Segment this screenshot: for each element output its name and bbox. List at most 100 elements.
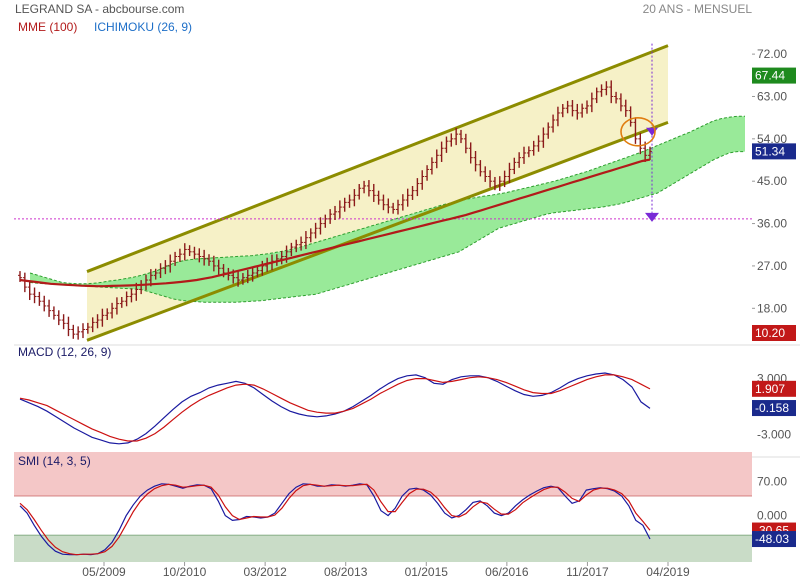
candle <box>303 231 308 250</box>
candle <box>318 217 323 235</box>
candle <box>37 291 42 306</box>
smi-signal-line <box>19 483 651 556</box>
x-tick-label: 11/2017 <box>566 565 609 579</box>
candle <box>240 273 245 285</box>
candle <box>439 141 444 162</box>
price-badge-last: 51.34 <box>755 144 785 158</box>
price-tick-label: 72.00 <box>757 47 787 61</box>
candle <box>250 266 255 282</box>
candle <box>614 91 619 104</box>
candle <box>187 245 192 257</box>
x-tick-label: 04/2019 <box>646 565 690 579</box>
candle <box>459 129 463 144</box>
candle <box>517 152 522 168</box>
candle <box>541 127 546 148</box>
x-tick-label: 06/2016 <box>485 565 529 579</box>
macd-title: MACD (12, 26, 9) <box>18 345 111 359</box>
price-tick-label: 18.00 <box>757 301 787 315</box>
candle <box>623 99 628 117</box>
candle <box>492 176 497 191</box>
ichimoku-legend: ICHIMOKU (26, 9) <box>94 20 193 34</box>
price-tick-label: 36.00 <box>757 217 787 231</box>
breakout-circle <box>620 116 656 147</box>
x-tick-label: 01/2015 <box>405 565 449 579</box>
candle <box>328 209 333 224</box>
candle <box>347 194 352 208</box>
candle <box>352 189 357 207</box>
candle <box>81 323 85 339</box>
ichimoku-upper-line <box>29 115 745 285</box>
macd-signal-line <box>19 374 651 442</box>
candle <box>27 281 32 301</box>
candle <box>32 287 37 304</box>
candle <box>396 199 400 215</box>
candle <box>381 194 386 211</box>
period-label: 20 ANS - MENSUEL <box>642 2 752 16</box>
candle <box>531 140 536 156</box>
projection-arrow-target <box>645 212 659 222</box>
candle <box>308 228 313 243</box>
candle <box>236 271 241 287</box>
candle <box>405 188 410 207</box>
candle <box>546 122 551 139</box>
candle <box>575 103 580 120</box>
candle <box>565 100 570 114</box>
macd-tick-label: -3.000 <box>757 428 791 442</box>
candle <box>42 295 47 312</box>
candle <box>478 160 483 177</box>
candle <box>294 239 299 253</box>
candle <box>454 127 459 146</box>
candle <box>207 254 211 266</box>
price-badge-last-bg <box>752 143 796 160</box>
ichimoku-cloud <box>30 116 745 303</box>
candle <box>90 317 95 333</box>
channel-upper-line <box>86 44 669 273</box>
candle <box>61 314 66 330</box>
candle <box>507 162 512 184</box>
candle <box>585 100 589 114</box>
candle <box>357 184 362 200</box>
x-tick-label: 08/2013 <box>324 565 368 579</box>
smi-oversold-zone <box>14 535 752 562</box>
candle <box>376 190 381 205</box>
smi-badge-smi: -48.03 <box>755 532 789 546</box>
candle <box>648 146 652 160</box>
x-tick-label: 03/2012 <box>243 565 287 579</box>
candle <box>197 248 202 263</box>
candle <box>536 135 541 152</box>
candle <box>124 291 129 307</box>
candle <box>110 302 115 319</box>
price-badge-low: 10.20 <box>755 326 785 340</box>
mme-legend: MME (100) <box>18 20 78 34</box>
candle <box>555 106 560 127</box>
macd-badge-macd: -0.158 <box>755 401 789 415</box>
candle <box>279 251 284 265</box>
candle <box>463 133 468 154</box>
candle <box>177 248 182 262</box>
x-tick-label: 05/2009 <box>82 565 126 579</box>
candle <box>168 254 173 273</box>
candle <box>153 268 158 280</box>
candle <box>56 310 61 326</box>
candle <box>333 205 337 221</box>
candle <box>434 149 439 169</box>
candle <box>512 157 517 175</box>
smi-tick-label: 70.00 <box>757 474 787 488</box>
candle <box>400 194 405 211</box>
candle <box>100 308 105 327</box>
candle <box>313 222 318 239</box>
channel-lower-line <box>86 120 669 342</box>
candle <box>371 183 376 202</box>
candle <box>47 299 52 317</box>
candle <box>488 170 493 188</box>
candle <box>604 81 609 96</box>
price-tick-label: 63.00 <box>757 89 787 103</box>
smi-tick-label: 0.000 <box>757 509 787 523</box>
candle <box>85 322 90 334</box>
candle <box>386 198 391 214</box>
candle <box>362 180 367 194</box>
price-badge-high-bg <box>752 67 796 84</box>
candle <box>66 316 71 337</box>
macd-badge-macd-bg <box>752 400 796 417</box>
